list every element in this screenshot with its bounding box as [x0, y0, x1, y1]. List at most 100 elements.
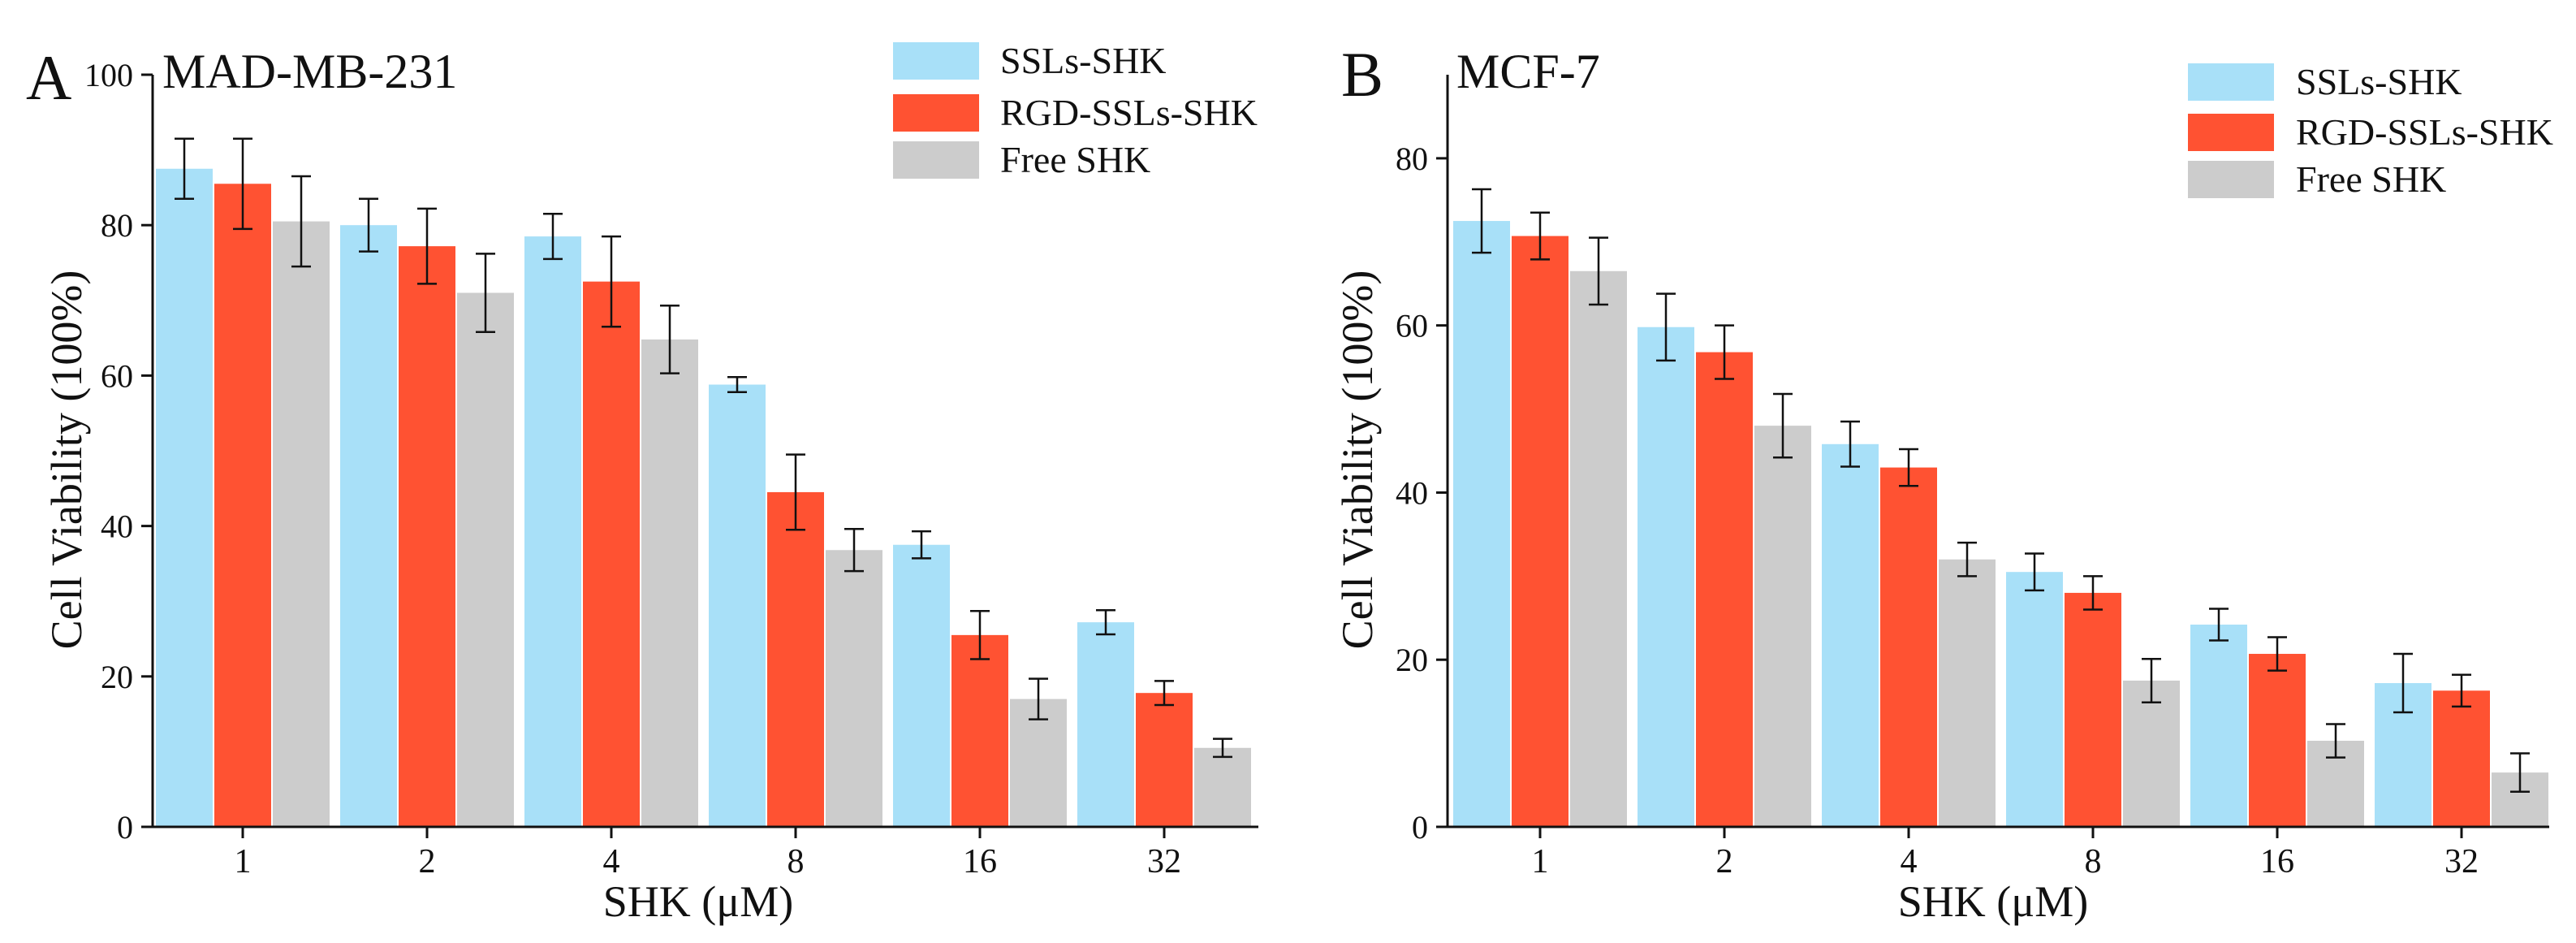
- panel-b-bars: [1453, 221, 2548, 827]
- panel-b-bar-ssls-shk-4: [1822, 443, 1879, 827]
- panel-a-bar-ssls-shk-16: [893, 544, 950, 827]
- panel-b-x-tick-label-8: 8: [2085, 843, 2102, 880]
- panel-b-error-bar-rgd-ssls-shk-4: [1899, 448, 1918, 487]
- panel-a-bar-rgd-ssls-shk-1: [214, 184, 271, 827]
- panel-a-bar-ssls-shk-2: [340, 225, 397, 827]
- panel-b-error-bar-rgd-ssls-shk-32: [2452, 673, 2471, 708]
- panel-a-error-bar-rgd-ssls-shk-1: [233, 137, 252, 231]
- panel-a-x-tick-label-1: 1: [235, 843, 252, 880]
- panel-a-x-tick-label-4: 4: [603, 843, 620, 880]
- panel-b-bar-free-shk-2: [1754, 426, 1811, 827]
- panel-b-x-ticks: 1 2 4 8 16 32: [1532, 827, 2479, 880]
- panel-a-bar-free-shk-32: [1194, 747, 1251, 827]
- panel-a-y-tick-label-40: 40: [101, 508, 133, 545]
- panel-a-bar-rgd-ssls-shk-16: [951, 634, 1008, 827]
- panel-a-error-bar-rgd-ssls-shk-2: [417, 207, 437, 285]
- panel-a-bar-ssls-shk-8: [709, 384, 766, 828]
- panel-a-y-tick-label-20: 20: [101, 659, 133, 695]
- panel-a-error-bar-rgd-ssls-shk-4: [602, 235, 621, 328]
- panel-b-title: MCF-7: [1456, 45, 1600, 98]
- panel-a-bar-free-shk-1: [273, 221, 330, 827]
- panel-a-y-tick-label-60: 60: [101, 357, 133, 394]
- panel-b-error-bar-rgd-ssls-shk-2: [1715, 324, 1734, 380]
- panel-b-y-tick-label-80: 80: [1396, 141, 1428, 177]
- panel-a-bar-rgd-ssls-shk-2: [399, 246, 455, 827]
- panel-b-bar-rgd-ssls-shk-4: [1880, 467, 1937, 827]
- panel-b-error-bar-ssls-shk-8: [2025, 552, 2044, 592]
- panel-a-error-bar-ssls-shk-4: [543, 213, 563, 261]
- panel-b-error-bar-free-shk-32: [2510, 752, 2530, 794]
- panel-a-bar-ssls-shk-32: [1077, 622, 1134, 827]
- panel-b-x-axis-label: SHK (μM): [1898, 877, 2088, 926]
- panel-a-error-bar-ssls-shk-8: [727, 376, 747, 394]
- panel-a-error-bar-ssls-shk-32: [1096, 609, 1115, 636]
- panel-b-x-tick-label-4: 4: [1901, 843, 1918, 880]
- panel-b-legend-swatch-free-shk: [2188, 161, 2274, 198]
- panel-a-x-axis-label: SHK (μM): [603, 877, 793, 926]
- panel-a-bar-rgd-ssls-shk-4: [583, 281, 640, 827]
- panel-a-error-bar-free-shk-2: [476, 253, 495, 333]
- panel-a-error-bar-free-shk-8: [844, 528, 864, 573]
- panel-b-legend-label-rgd-ssls-shk: RGD-SSLs-SHK: [2296, 111, 2553, 153]
- panel-b-bar-rgd-ssls-shk-1: [1512, 236, 1568, 827]
- panel-a-x-tick-label-16: 16: [963, 843, 997, 880]
- panel-a-error-bar-free-shk-1: [291, 175, 311, 268]
- panel-b-bar-ssls-shk-8: [2006, 572, 2063, 827]
- panel-b-error-bar-ssls-shk-1: [1472, 188, 1491, 254]
- panel-b-error-bar-ssls-shk-4: [1840, 420, 1860, 468]
- panel-b-legend-swatch-ssls-shk: [2188, 63, 2274, 101]
- panel-a-legend-swatch-free-shk: [893, 141, 979, 179]
- panel-b-error-bar-ssls-shk-2: [1656, 292, 1676, 362]
- panel-b-error-bar-free-shk-4: [1957, 541, 1977, 577]
- panel-a-legend-label-free-shk: Free SHK: [1000, 139, 1150, 180]
- panel-a-title: MAD-MB-231: [162, 45, 457, 98]
- panel-a-error-bar-rgd-ssls-shk-32: [1154, 680, 1174, 707]
- panel-b-letter: B: [1341, 39, 1383, 110]
- panel-a-x-ticks: 1 2 4 8 16 32: [235, 827, 1181, 880]
- panel-b-x-tick-label-32: 32: [2444, 843, 2479, 880]
- panel-b-bar-rgd-ssls-shk-16: [2249, 654, 2306, 827]
- panel-b-bar-free-shk-1: [1570, 270, 1627, 827]
- panel-a-legend-swatch-ssls-shk: [893, 42, 979, 80]
- panel-a-bar-free-shk-4: [641, 339, 698, 827]
- panel-b-error-bar-free-shk-1: [1589, 236, 1608, 306]
- panel-b-bar-free-shk-4: [1939, 559, 1996, 827]
- panel-b-x-tick-label-16: 16: [2260, 843, 2294, 880]
- panel-b-error-bar-rgd-ssls-shk-16: [2267, 636, 2287, 672]
- panel-b-error-bar-ssls-shk-16: [2209, 608, 2229, 642]
- panel-b-legend-label-ssls-shk: SSLs-SHK: [2296, 61, 2462, 102]
- panel-a-letter: A: [26, 42, 71, 113]
- panel-a-legend: SSLs-SHK RGD-SSLs-SHK Free SHK: [893, 40, 1258, 180]
- panel-b-y-tick-label-0: 0: [1412, 809, 1428, 846]
- panel-a-x-tick-label-32: 32: [1147, 843, 1181, 880]
- panel-a-y-tick-label-100: 100: [84, 57, 133, 93]
- panel-a-error-bar-free-shk-4: [660, 305, 680, 374]
- panel-a-error-bar-free-shk-16: [1029, 677, 1048, 720]
- panel-b-bar-ssls-shk-16: [2190, 625, 2247, 827]
- panel-b-legend-swatch-rgd-ssls-shk: [2188, 114, 2274, 151]
- panel-b-error-bar-free-shk-2: [1773, 392, 1793, 459]
- panel-a-error-bar-free-shk-32: [1213, 738, 1232, 759]
- panel-a-bars: [156, 168, 1251, 828]
- panel-b-bar-ssls-shk-1: [1453, 221, 1510, 827]
- panel-a-y-axis-label: Cell Viability (100%): [42, 270, 91, 650]
- panel-a-bar-rgd-ssls-shk-32: [1136, 693, 1193, 827]
- panel-a-error-bar-ssls-shk-1: [175, 137, 194, 201]
- panel-a-bar-ssls-shk-4: [524, 236, 581, 828]
- panel-a-error-bar-rgd-ssls-shk-16: [970, 609, 990, 660]
- panel-b-error-bar-free-shk-8: [2142, 657, 2161, 703]
- panel-b-error-bar-ssls-shk-32: [2393, 652, 2413, 714]
- panel-b-legend: SSLs-SHK RGD-SSLs-SHK Free SHK: [2188, 61, 2553, 200]
- panel-a-error-bars: [175, 137, 1232, 759]
- panel-b-y-tick-label-40: 40: [1396, 474, 1428, 511]
- panel-b-x-tick-label-2: 2: [1716, 843, 1733, 880]
- panel-a-bar-rgd-ssls-shk-8: [767, 491, 824, 827]
- panel-a-error-bar-rgd-ssls-shk-8: [786, 453, 805, 531]
- panel-a-legend-label-ssls-shk: SSLs-SHK: [1000, 40, 1167, 81]
- panel-b-legend-label-free-shk: Free SHK: [2296, 158, 2446, 200]
- panel-a-legend-swatch-rgd-ssls-shk: [893, 94, 979, 132]
- panel-a-x-tick-label-8: 8: [787, 843, 805, 880]
- panel-a-x-tick-label-2: 2: [419, 843, 436, 880]
- panel-b: B MCF-7 0 20 40 60 80 1 2 4 8 16 32 Cell Viabilit…: [1333, 39, 2553, 926]
